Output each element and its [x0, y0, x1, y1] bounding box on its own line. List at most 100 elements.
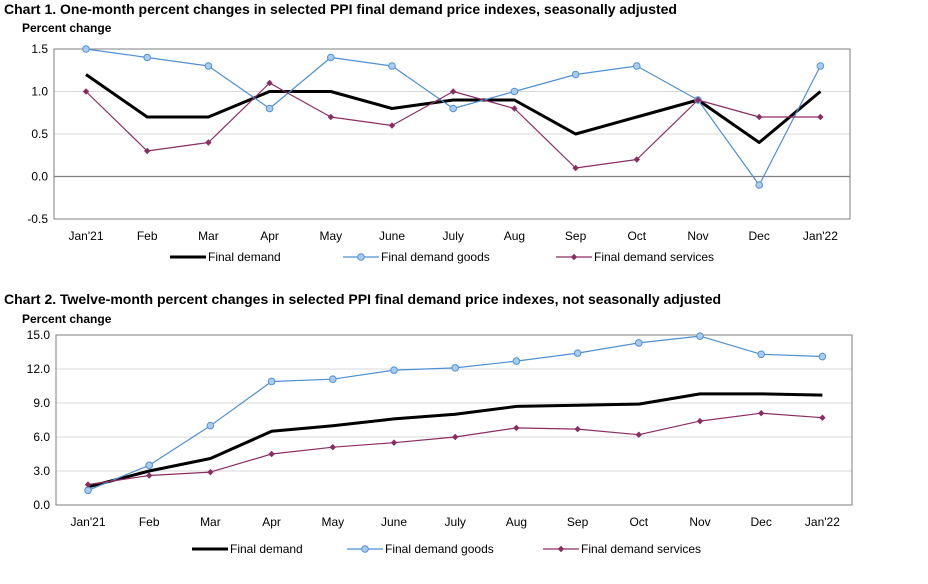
chart2-x-tick-label: May	[321, 515, 344, 529]
chart2-goods-point	[84, 486, 92, 495]
chart2-services-point	[635, 431, 642, 438]
chart2-services-point	[574, 425, 581, 433]
chart2-x-tick-label: Mar	[200, 515, 221, 529]
chart2-y-tick-label: 12.0	[27, 362, 51, 376]
chart2-x-tick-label: June	[381, 515, 407, 529]
chart2-goods-point	[206, 421, 215, 430]
chart1-goods-point	[204, 62, 213, 70]
chart1-ylabel: Percent change	[22, 21, 112, 35]
chart1-goods-point	[388, 62, 396, 70]
chart1-x-tick-label: Oct	[627, 229, 646, 243]
chart2-goods-point	[267, 377, 276, 386]
chart1-goods-point	[82, 45, 90, 53]
chart1-y-tick-label: 1.5	[31, 42, 48, 56]
chart1-goods-point	[265, 104, 274, 113]
chart2-y-tick-label: 3.0	[33, 464, 50, 478]
chart2-services-point	[329, 444, 336, 451]
chart2-x-tick-label: Nov	[689, 515, 710, 529]
chart1-goods-point	[571, 70, 580, 79]
chart1-x-tick-label: July	[443, 229, 464, 243]
chart1-y-tick-label: -0.5	[27, 212, 48, 226]
chart2-series-final-demand-services-line	[87, 412, 823, 486]
chart2-goods-point	[696, 332, 704, 340]
chart1-legend-label-final-demand-services: Final demand services	[594, 250, 714, 264]
chart1-goods-point	[816, 62, 825, 70]
chart2-services-point	[390, 439, 398, 446]
chart2-title: Chart 2. Twelve-month percent changes in…	[4, 291, 722, 307]
chart2-goods-point	[757, 350, 766, 359]
chart2-x-tick-label: Aug	[506, 515, 527, 529]
chart2-x-tick-label: Jan'21	[71, 515, 106, 529]
chart2-goods-point	[512, 357, 521, 365]
chart1-services-point	[511, 105, 518, 112]
chart2-legend-marker-services	[557, 545, 565, 553]
chart1-legend-label-final-demand-goods: Final demand goods	[381, 250, 490, 264]
chart2-services-point	[84, 481, 92, 488]
chart1-services-point	[572, 164, 579, 172]
chart2-legend-label-final-demand-goods: Final demand goods	[385, 542, 494, 556]
chart1-services-point	[327, 113, 334, 121]
chart2-services-point	[696, 417, 704, 425]
chart1-x-tick-label: Mar	[198, 229, 219, 243]
chart2-x-tick-label: Sep	[567, 515, 589, 529]
chart1-legend-label-final-demand: Final demand	[208, 250, 281, 264]
chart1-y-tick-label: 0.0	[31, 170, 48, 184]
chart2-goods-point	[145, 461, 153, 470]
chart2-services-point	[819, 414, 826, 421]
chart1-title: Chart 1. One-month percent changes in se…	[4, 1, 677, 17]
chart1-legend-marker-goods	[357, 253, 365, 261]
chart2-goods-point	[390, 366, 398, 374]
chart1-y-tick-label: 1.0	[31, 85, 48, 99]
chart1-plot: 1.5 1.0 0.5 0.0 -0.5 Jan'21 Feb Mar Apr May June Ju…	[27, 42, 851, 264]
chart2-x-tick-label: Oct	[629, 515, 648, 529]
chart1-services-point	[694, 96, 702, 104]
chart2-legend-marker-goods	[361, 545, 369, 553]
chart2-x-tick-label: Feb	[139, 515, 160, 529]
chart1-services-point	[633, 156, 640, 163]
chart1-x-tick-label: Nov	[687, 229, 708, 243]
chart1-services-point	[205, 139, 212, 146]
chart2-plot: 15.0 12.0 9.0 6.0 3.0 0.0 Jan'21 Feb Mar Apr May Ju…	[27, 328, 853, 556]
chart1-services-point	[388, 122, 396, 129]
chart1-series-final-demand-services-line	[85, 82, 821, 169]
chart1-plot-frame	[53, 48, 851, 220]
chart2-goods-point	[329, 375, 337, 383]
chart2-services-point	[758, 410, 765, 417]
chart2-services-point	[268, 450, 275, 458]
chart2-services-point	[207, 468, 214, 476]
chart1-services-point	[144, 147, 151, 155]
chart1-x-tick-label: Apr	[260, 229, 279, 243]
chart2-services-point	[513, 424, 520, 432]
chart2-legend-label-final-demand: Final demand	[230, 542, 303, 556]
chart2-goods-point	[635, 339, 643, 347]
chart1-services-point	[450, 88, 457, 95]
chart1-x-tick-label: June	[379, 229, 405, 243]
chart2-services-point	[452, 433, 459, 441]
chart2-x-tick-label: Dec	[751, 515, 772, 529]
chart1-goods-point	[449, 104, 458, 113]
chart1-goods-point	[143, 53, 151, 62]
chart2-y-tick-label: 0.0	[33, 498, 50, 512]
chart1-x-tick-label: Sep	[565, 229, 587, 243]
chart1-x-tick-label: Dec	[749, 229, 770, 243]
chart2-x-tick-label: Jan'22	[805, 515, 840, 529]
chart1-x-tick-label: Jan'21	[69, 229, 104, 243]
chart2-plot-frame	[55, 334, 853, 506]
chart2-goods-point	[451, 364, 460, 372]
chart1-goods-point	[510, 87, 519, 96]
chart2-goods-point	[573, 349, 582, 357]
chart1-x-tick-label: Aug	[504, 229, 525, 243]
chart1-services-point	[266, 79, 273, 87]
chart2-x-tick-label: Apr	[262, 515, 281, 529]
chart2-ylabel: Percent change	[22, 312, 112, 326]
chart2-y-tick-label: 9.0	[33, 396, 50, 410]
chart1-goods-point	[755, 181, 764, 189]
chart1-services-point	[756, 113, 763, 121]
chart1-x-tick-label: Feb	[137, 229, 158, 243]
chart1-x-tick-label: Jan'22	[803, 229, 838, 243]
chart1-services-point	[817, 113, 824, 121]
chart2-y-tick-label: 15.0	[27, 328, 51, 342]
chart1-x-tick-label: May	[319, 229, 342, 243]
chart2-goods-point	[818, 352, 827, 361]
chart1-goods-point	[327, 53, 335, 62]
